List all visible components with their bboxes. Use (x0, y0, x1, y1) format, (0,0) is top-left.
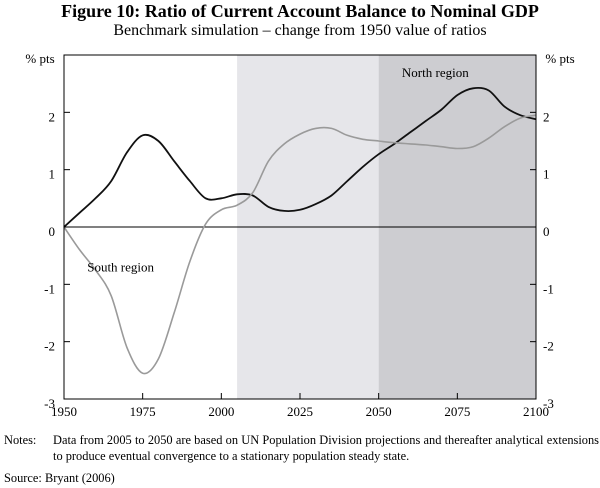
chart-title: Figure 10: Ratio of Current Account Bala… (61, 1, 539, 21)
y-tick-label-left-2: 2 (49, 109, 56, 124)
chart-subtitle: Benchmark simulation – change from 1950 … (113, 22, 487, 39)
series-line-north-region (63, 86, 537, 228)
annotation-north-region: North region (402, 65, 469, 80)
x-tick-label-2000: 2000 (208, 404, 234, 419)
x-tick-label-2025: 2025 (287, 404, 313, 419)
y-axis-label-left: % pts (25, 51, 54, 66)
y-tick-label-right-2: 2 (543, 109, 550, 124)
chart-source: Source: Bryant (2006) (4, 471, 115, 485)
x-tick-label-2075: 2075 (444, 404, 470, 419)
x-tick-label-2100: 2100 (523, 404, 549, 419)
y-tick-label-left-0: 0 (49, 224, 56, 239)
x-tick-label-1975: 1975 (130, 404, 156, 419)
series-layer (63, 86, 537, 375)
x-tick-label-2050: 2050 (366, 404, 392, 419)
y-tick-label-right-0: 0 (543, 224, 550, 239)
line-chart: 1950 1975 2000 2025 2050 2075 2100-3 -3-2 -2-1 -1… (25, 51, 574, 419)
y-tick-label-right--1: -1 (543, 281, 554, 296)
y-tick-label-right--2: -2 (543, 339, 554, 354)
y-tick-label-right-1: 1 (543, 167, 550, 182)
series-line-south-region (63, 114, 537, 375)
x-tick-label-1950: 1950 (51, 404, 77, 419)
y-tick-label-left--1: -1 (44, 281, 55, 296)
notes-text: Data from 2005 to 2050 are based on UN P… (53, 433, 599, 463)
axis-ticks (63, 111, 537, 400)
axis-tick-labels: 1950 1975 2000 2025 2050 2075 2100-3 -3-2 -2-1 -1… (44, 109, 554, 419)
y-tick-label-left-1: 1 (49, 167, 56, 182)
y-axis-label-right: % pts (545, 51, 574, 66)
y-tick-label-right--3: -3 (543, 396, 554, 411)
notes-label: Notes: (4, 433, 37, 447)
y-tick-label-left--3: -3 (44, 396, 55, 411)
annotation-south-region: South region (87, 260, 154, 275)
series-annotations: North region South region (87, 65, 469, 275)
y-tick-label-left--2: -2 (44, 339, 55, 354)
